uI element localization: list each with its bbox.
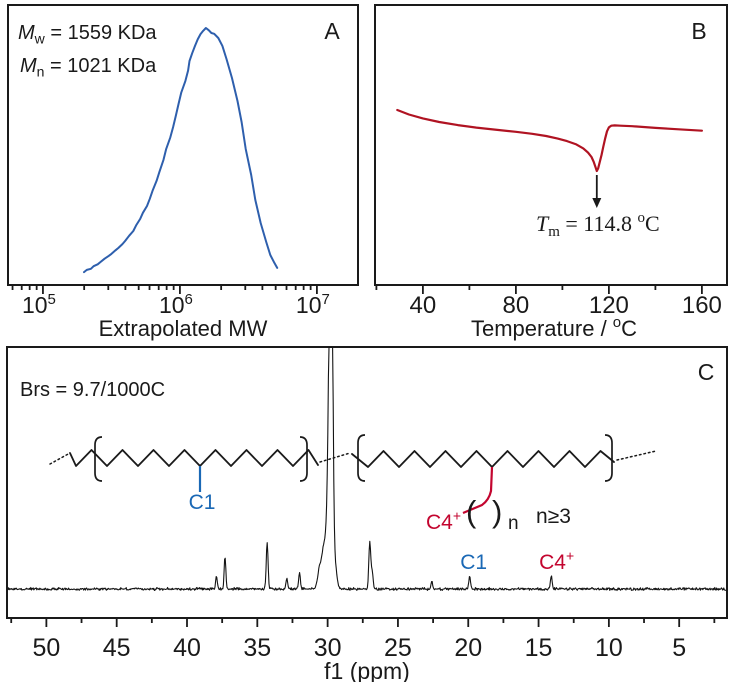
c4-branch-bond (462, 466, 494, 515)
panel-a-gpc-chart: 105 106 107 Extrapolated MW Mw = 1559 KDa Mn … (7, 4, 359, 341)
x-axis-title: Temperature / oC (471, 314, 637, 341)
gpc-curve (83, 27, 279, 274)
x-axis-title: f1 (ppm) (324, 658, 410, 682)
x-tick-label: 5 (672, 634, 686, 662)
x-tick-label: 45 (103, 634, 131, 662)
branch-repeat-n: n (508, 513, 519, 534)
branch-paren-open: ( (466, 494, 477, 529)
c4-structure-label: C4+ (426, 508, 461, 534)
panel-b-dsc-chart: 40 80 120 160 Temperature / oC B Tm = 114.8 oC (374, 4, 728, 341)
mn-annotation: Mn = 1021 KDa (20, 55, 157, 79)
repeat-bracket-close-2 (604, 434, 613, 482)
tm-arrow-head (592, 198, 602, 208)
repeat-bracket-close-1 (299, 436, 308, 482)
panel-letter-c: C (698, 359, 715, 385)
branch-condition: n≥3 (536, 505, 571, 528)
repeat-bracket-open-1 (94, 436, 103, 482)
nmr-peak-label: C4+ (539, 548, 574, 574)
polymer-backbone-2 (351, 450, 615, 468)
x-tick-label: 107 (296, 291, 330, 318)
mw-annotation: Mw = 1559 KDa (18, 22, 157, 46)
x-tick-label: 106 (159, 291, 193, 318)
x-tick-label: 80 (503, 292, 530, 319)
tm-annotation: Tm = 114.8 oC (536, 210, 660, 240)
dsc-curve (396, 108, 703, 173)
panel-letter-a: A (324, 18, 340, 44)
x-tick-label: 160 (682, 292, 722, 319)
branch-density-annotation: Brs = 9.7/1000C (20, 379, 165, 401)
x-tick-label: 20 (454, 634, 482, 662)
gpc-frame (7, 4, 359, 286)
chain-continuation-dots (319, 452, 351, 463)
polymer-backbone-1 (69, 449, 319, 467)
polymer-structures: C1 () n n≥3 C4+ (49, 434, 657, 534)
chain-continuation-dots (616, 450, 657, 461)
x-tick-label: 120 (589, 292, 629, 319)
x-tick-label: 50 (32, 634, 60, 662)
chain-continuation-dots (49, 452, 71, 465)
repeat-bracket-open-2 (357, 434, 366, 482)
panel-c-nmr-chart: 50 45 40 35 30 25 20 15 10 5 f1 (ppm) Brs = 9.7/100… (6, 346, 728, 682)
x-tick-label: 40 (410, 292, 437, 319)
x-axis-title: Extrapolated MW (99, 316, 268, 341)
nmr-trace (7, 346, 727, 592)
branch-paren-close: ) (492, 494, 502, 529)
x-tick-label: 25 (384, 634, 412, 662)
x-tick-label: 105 (22, 291, 56, 318)
x-tick-label: 40 (173, 634, 201, 662)
x-tick-label: 15 (525, 634, 553, 662)
dsc-frame (374, 4, 728, 286)
x-tick-label: 30 (314, 634, 342, 662)
x-tick-label: 35 (243, 634, 271, 662)
x-tick-label: 10 (595, 634, 623, 662)
nmr-frame (6, 346, 728, 619)
panel-letter-b: B (691, 18, 706, 44)
c1-structure-label: C1 (189, 491, 216, 514)
nmr-peak-label: C1 (460, 551, 487, 574)
